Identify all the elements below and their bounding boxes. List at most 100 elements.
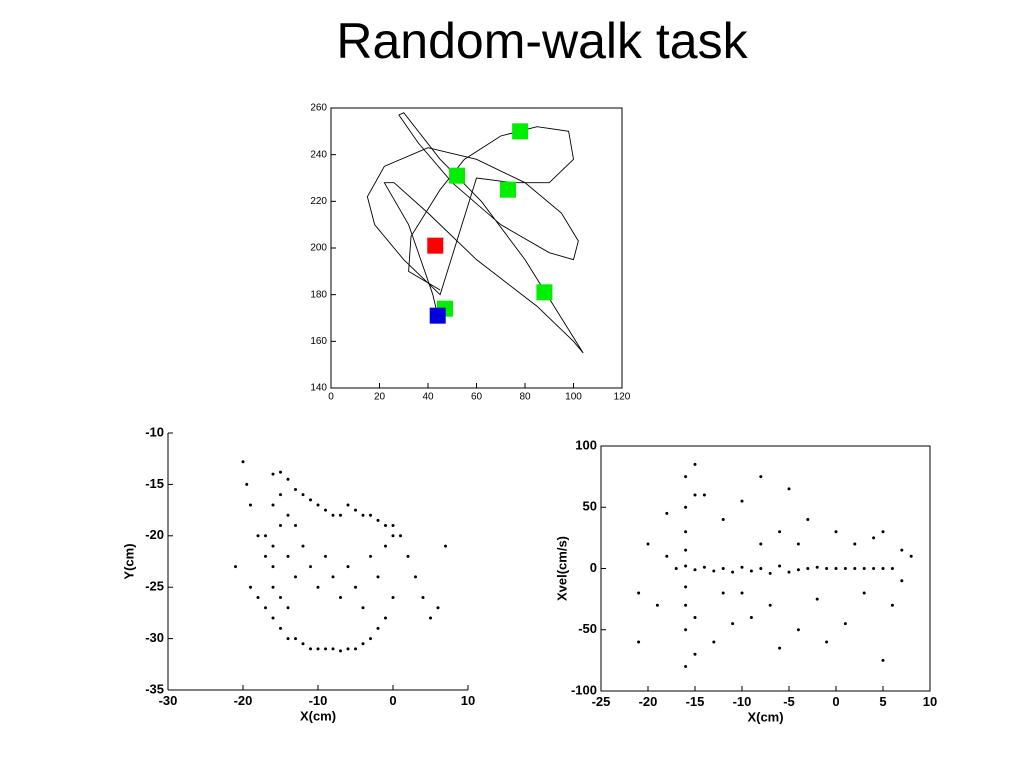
point <box>881 567 885 570</box>
point <box>778 530 782 534</box>
y-tick-label: 50 <box>583 499 597 514</box>
y-tick-label: -100 <box>571 682 597 697</box>
point <box>361 606 365 610</box>
point <box>872 536 876 540</box>
target-square <box>429 307 446 324</box>
x-axis-label: X(cm) <box>300 708 336 723</box>
point <box>369 554 372 558</box>
point <box>843 567 847 570</box>
point <box>900 579 904 583</box>
point <box>825 640 829 644</box>
point <box>787 487 791 491</box>
point <box>354 647 357 651</box>
point <box>399 534 402 538</box>
point <box>890 567 894 570</box>
y-tick-label: -25 <box>145 579 164 594</box>
point <box>324 647 327 651</box>
point <box>815 565 819 569</box>
point <box>806 518 810 521</box>
point <box>286 554 290 558</box>
point <box>768 571 772 575</box>
point <box>264 554 267 558</box>
point <box>384 524 387 528</box>
point <box>331 513 335 517</box>
point <box>684 475 688 479</box>
point <box>853 567 857 570</box>
point <box>740 565 744 569</box>
point <box>369 637 372 641</box>
point <box>778 646 782 650</box>
point <box>872 567 876 570</box>
point <box>301 642 305 646</box>
point <box>843 622 847 626</box>
point <box>331 647 335 651</box>
point <box>693 652 697 656</box>
x-tick-label: -30 <box>159 693 178 708</box>
point <box>256 595 260 599</box>
point <box>406 554 410 558</box>
point <box>825 567 829 570</box>
x-tick-label: 40 <box>422 392 434 403</box>
x-axis-label: X(cm) <box>747 709 783 724</box>
point <box>286 513 290 517</box>
y-axis-label: Xvel(cm/s) <box>554 536 569 601</box>
y-tick-label: -15 <box>145 476 164 491</box>
point <box>684 585 688 589</box>
target-square <box>500 181 517 198</box>
point <box>286 606 290 610</box>
x-tick-label: -5 <box>783 694 795 709</box>
target-square <box>512 123 529 140</box>
target-square <box>449 167 466 184</box>
x-tick-label: -15 <box>686 694 705 709</box>
point <box>384 616 387 620</box>
point <box>279 493 282 497</box>
point <box>271 544 275 548</box>
point <box>834 567 838 570</box>
x-tick-label: 0 <box>832 694 839 709</box>
x-tick-label: 0 <box>328 392 334 403</box>
y-tick-label: 240 <box>310 149 327 160</box>
point <box>346 503 350 507</box>
x-tick-label: 0 <box>389 693 396 708</box>
y-tick-label: 160 <box>310 336 327 347</box>
point <box>316 647 320 651</box>
point <box>693 462 697 466</box>
y-tick-label: 140 <box>310 383 327 394</box>
point <box>646 542 650 546</box>
point <box>309 498 312 502</box>
point <box>429 616 432 620</box>
point <box>712 640 716 644</box>
point <box>890 603 894 607</box>
x-tick-label: 20 <box>374 392 386 403</box>
point <box>684 548 688 552</box>
point <box>279 626 282 630</box>
point <box>421 595 425 599</box>
point <box>444 544 447 548</box>
point <box>354 508 357 512</box>
point <box>740 591 744 595</box>
point <box>286 637 290 641</box>
point <box>249 585 252 589</box>
point <box>759 567 763 570</box>
point <box>256 534 260 538</box>
point <box>637 640 641 644</box>
point <box>881 658 885 662</box>
point <box>346 565 350 569</box>
point <box>294 488 297 492</box>
point <box>815 597 819 601</box>
point <box>279 595 282 599</box>
point <box>796 542 800 546</box>
point <box>436 606 440 610</box>
y-tick-label: 100 <box>575 437 597 452</box>
point <box>324 508 327 512</box>
point <box>391 524 395 528</box>
trajectory <box>366 112 584 354</box>
point <box>391 534 395 538</box>
point <box>759 542 763 546</box>
point <box>862 591 866 595</box>
point <box>862 567 866 570</box>
point <box>684 628 688 632</box>
point <box>731 622 735 626</box>
point <box>316 503 320 507</box>
